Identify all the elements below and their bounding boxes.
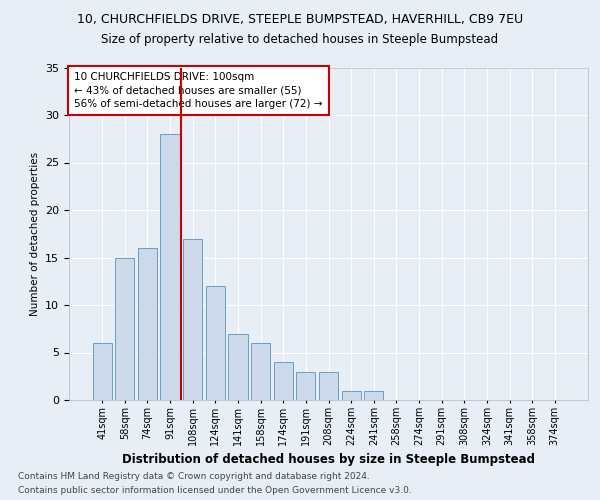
Bar <box>274 362 293 400</box>
Text: Size of property relative to detached houses in Steeple Bumpstead: Size of property relative to detached ho… <box>101 32 499 46</box>
Y-axis label: Number of detached properties: Number of detached properties <box>29 152 40 316</box>
Bar <box>138 248 157 400</box>
Bar <box>229 334 248 400</box>
Text: 10 CHURCHFIELDS DRIVE: 100sqm
← 43% of detached houses are smaller (55)
56% of s: 10 CHURCHFIELDS DRIVE: 100sqm ← 43% of d… <box>74 72 323 109</box>
Bar <box>251 343 270 400</box>
Bar <box>183 238 202 400</box>
Bar <box>319 372 338 400</box>
Text: Contains public sector information licensed under the Open Government Licence v3: Contains public sector information licen… <box>18 486 412 495</box>
Bar <box>160 134 180 400</box>
X-axis label: Distribution of detached houses by size in Steeple Bumpstead: Distribution of detached houses by size … <box>122 454 535 466</box>
Bar <box>296 372 316 400</box>
Text: Contains HM Land Registry data © Crown copyright and database right 2024.: Contains HM Land Registry data © Crown c… <box>18 472 370 481</box>
Text: 10, CHURCHFIELDS DRIVE, STEEPLE BUMPSTEAD, HAVERHILL, CB9 7EU: 10, CHURCHFIELDS DRIVE, STEEPLE BUMPSTEA… <box>77 12 523 26</box>
Bar <box>364 390 383 400</box>
Bar <box>341 390 361 400</box>
Bar <box>92 343 112 400</box>
Bar <box>115 258 134 400</box>
Bar <box>206 286 225 400</box>
